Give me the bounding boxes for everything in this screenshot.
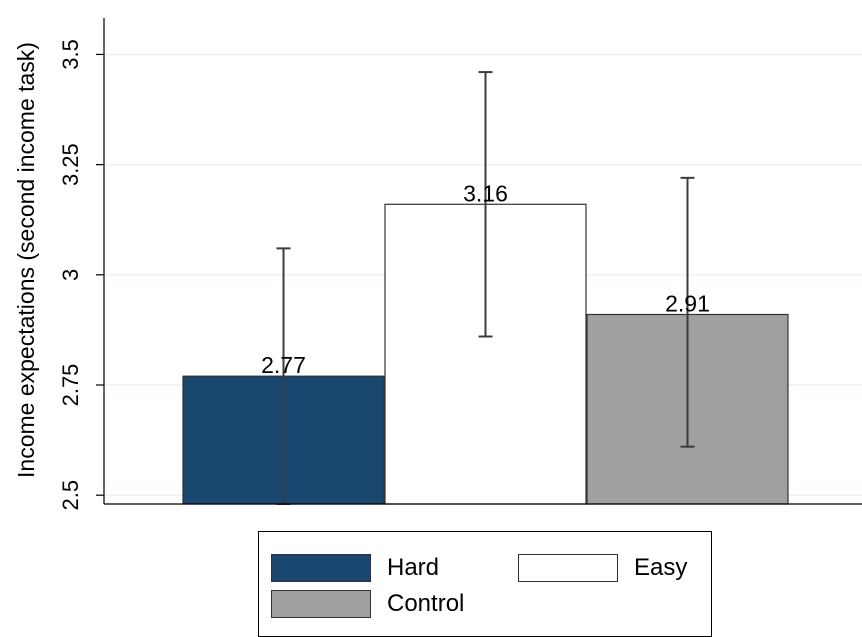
data-label-hard: 2.77 [261,352,306,378]
y-axis-title: Income expectations (second income task) [13,42,39,478]
legend-item-control: Control [271,590,464,618]
legend-label-control: Control [387,590,465,617]
axes: 2.5 2.75 3 3.25 3.5 [58,18,862,510]
error-bars [276,71,695,505]
data-label-control: 2.91 [665,290,710,316]
legend-swatch-control [271,590,371,618]
legend-label-easy: Easy [634,554,688,581]
bar-easy [384,203,587,505]
y-tick-label: 3.25 [58,143,83,186]
legend-swatch-hard [271,554,371,582]
y-tick-label: 2.5 [58,480,83,511]
data-labels: 2.77 3.16 2.91 [261,180,710,378]
legend-item-hard: Hard [271,554,439,582]
legend: Hard Easy Control [258,531,712,637]
bar-chart-svg: 2.77 3.16 2.91 2.5 2.75 3 3.25 3.5 Income expe… [13,18,862,510]
legend-label-hard: Hard [387,554,440,581]
y-tick-label: 3.5 [58,39,83,70]
y-tick-label: 2.75 [58,364,83,407]
y-tick-label: 3 [58,269,83,281]
legend-swatch-easy [518,554,618,582]
data-label-easy: 3.16 [463,180,508,206]
legend-item-easy: Easy [518,554,687,582]
